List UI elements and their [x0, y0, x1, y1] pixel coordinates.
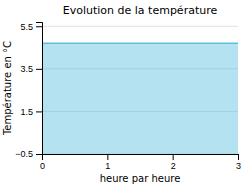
x-axis-line	[43, 155, 239, 161]
x-tick: 3	[236, 154, 241, 171]
x-tick-mark	[173, 154, 174, 160]
x-tick: 0	[40, 154, 45, 171]
x-tick-mark	[107, 154, 108, 160]
y-tick-mark	[36, 26, 42, 27]
y-tick: 3.5	[20, 64, 42, 74]
chart: 0 1 2 3 −0.5 1.5 3.5 5.5 Evolution de la tempéra…	[0, 0, 250, 188]
y-tick-label: 1.5	[20, 107, 33, 117]
y-axis-line	[36, 23, 43, 155]
y-tick: 1.5	[20, 107, 42, 117]
y-tick-mark	[36, 154, 42, 155]
x-tick: 1	[105, 154, 110, 171]
y-axis-title: Température en °C	[2, 41, 13, 136]
y-tick-label: 3.5	[20, 64, 33, 74]
grid-line	[42, 26, 238, 27]
x-tick: 2	[171, 154, 176, 171]
y-tick: 5.5	[20, 22, 42, 32]
x-tick-label: 0	[40, 161, 45, 171]
x-tick-label: 1	[105, 161, 110, 171]
line	[42, 43, 238, 45]
y-tick: −0.5	[15, 149, 42, 159]
x-tick-label: 2	[171, 161, 176, 171]
marks	[42, 43, 238, 154]
y-axis: −0.5 1.5 3.5 5.5	[15, 22, 42, 160]
x-tick-label: 3	[236, 161, 241, 171]
x-tick-mark	[238, 154, 239, 160]
grid	[42, 26, 238, 154]
x-axis: 0 1 2 3	[40, 154, 241, 171]
area	[42, 43, 238, 154]
y-tick-mark	[36, 111, 42, 112]
y-tick-mark	[36, 69, 42, 70]
x-axis-title: heure par heure	[100, 173, 181, 184]
y-tick-label: 5.5	[20, 22, 33, 32]
plot: 0 1 2 3 −0.5 1.5 3.5 5.5	[15, 22, 241, 172]
title: Evolution de la température	[63, 4, 218, 17]
y-tick-label: −0.5	[15, 149, 33, 159]
